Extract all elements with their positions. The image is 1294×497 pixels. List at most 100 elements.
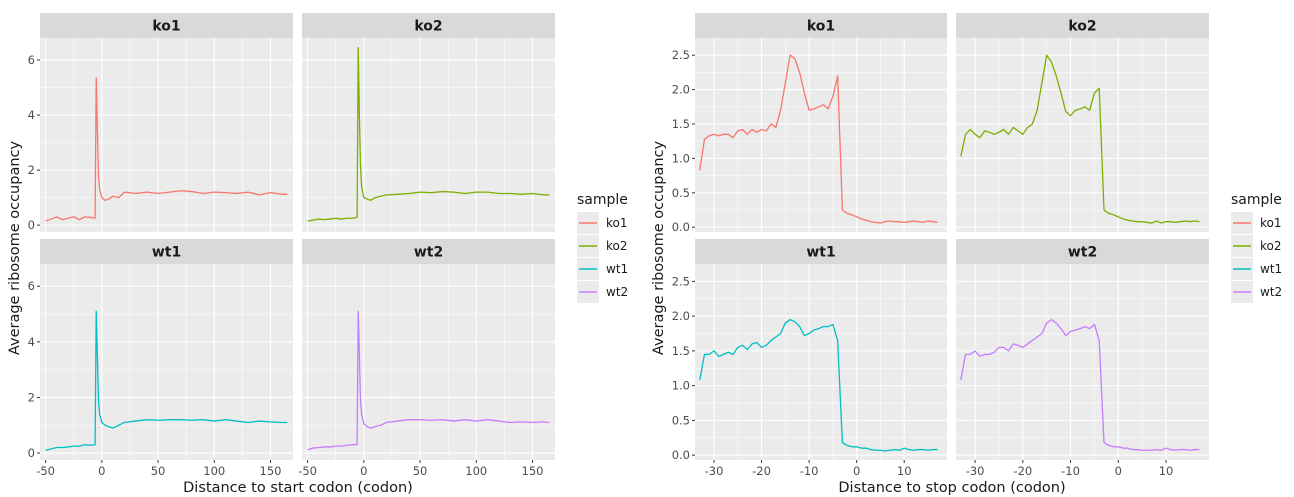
facet-panel-wt2: wt2 -50 0 50 100 150 <box>298 239 555 478</box>
facet-strip-label: ko2 <box>1068 19 1096 35</box>
plot-panel <box>40 38 293 232</box>
x-axis-title: Distance to start codon (codon) <box>183 480 413 496</box>
x-tick-label: 0 <box>360 464 367 478</box>
x-tick-label: 100 <box>203 464 225 478</box>
y-axis-title: Average ribosome occupancy <box>7 141 23 356</box>
series-line-wt1 <box>45 310 288 451</box>
facet-strip-label: wt1 <box>806 245 835 261</box>
legend: sample ko1 ko2 wt1 wt2 <box>1231 192 1282 303</box>
y-tick-label: 2.5 <box>672 48 690 62</box>
y-tick-label: 2.5 <box>672 274 690 288</box>
legend-label: wt2 <box>606 285 628 299</box>
y-tick-label: 0.0 <box>672 220 690 234</box>
facet-panel-ko2: ko2 <box>956 13 1209 232</box>
facet-strip-label: ko2 <box>414 19 442 35</box>
series-line-wt2 <box>960 318 1200 451</box>
legend-entry-wt2: wt2 <box>577 281 628 303</box>
facet-strip <box>956 239 1209 264</box>
legend-entry-wt1: wt1 <box>577 258 628 280</box>
y-tick-label: 2.0 <box>672 309 690 323</box>
facet-panel-ko2: ko2 <box>302 13 555 232</box>
y-tick-label: 1.0 <box>672 379 690 393</box>
legend-label: wt1 <box>606 262 628 276</box>
y-tick-label: 1.5 <box>672 117 690 131</box>
series-line-ko1 <box>699 54 938 224</box>
plot-panel <box>40 264 293 460</box>
x-tick-label: 150 <box>260 464 282 478</box>
y-tick-label: 0.5 <box>672 413 690 427</box>
legend-label: ko1 <box>606 216 628 230</box>
y-tick-label: 4 <box>28 108 35 122</box>
facet-panel-ko1: ko1 0 2 4 6 <box>28 13 293 232</box>
x-tick-label: -20 <box>1013 464 1032 478</box>
plot-panel <box>302 264 555 460</box>
legend-entry-wt2: wt2 <box>1231 281 1282 303</box>
x-tick-label: 10 <box>897 464 912 478</box>
y-tick-label: 0.0 <box>672 448 690 462</box>
x-tick-label: 0 <box>853 464 860 478</box>
legend-title: sample <box>577 192 628 208</box>
y-tick-label: 6 <box>28 279 35 293</box>
legend-label: wt1 <box>1260 262 1282 276</box>
y-tick-label: 1.5 <box>672 344 690 358</box>
y-tick-label: 1.0 <box>672 151 690 165</box>
x-tick-label: -50 <box>298 464 317 478</box>
x-tick-label: 50 <box>151 464 166 478</box>
facet-strip <box>40 13 293 38</box>
x-tick-label: 100 <box>465 464 487 478</box>
x-tick-label: -50 <box>36 464 55 478</box>
legend: sample ko1 ko2 wt1 wt2 <box>577 192 628 303</box>
facet-strip-label: ko1 <box>807 19 835 35</box>
facet-strip <box>695 239 947 264</box>
y-tick-label: 0 <box>28 446 35 460</box>
x-tick-label: 50 <box>413 464 428 478</box>
x-tick-label: 0 <box>98 464 105 478</box>
facet-strip <box>956 13 1209 38</box>
legend-entry-wt1: wt1 <box>1231 258 1282 280</box>
facet-strip-label: wt1 <box>152 245 181 261</box>
x-tick-label: -20 <box>752 464 771 478</box>
plot-panel <box>956 38 1209 232</box>
series-line-ko2 <box>960 54 1200 224</box>
y-axis-title: Average ribosome occupancy <box>651 141 667 356</box>
y-tick-label: 2 <box>28 163 35 177</box>
facet-strip <box>40 239 293 264</box>
legend-label: ko1 <box>1260 216 1282 230</box>
legend-entry-ko2: ko2 <box>1231 235 1282 257</box>
facet-strip-label: wt2 <box>1068 245 1097 261</box>
x-tick-label: -10 <box>800 464 819 478</box>
facet-strip-label: ko1 <box>152 19 180 35</box>
y-tick-label: 2 <box>28 390 35 404</box>
legend-label: ko2 <box>1260 239 1282 253</box>
legend-entry-ko1: ko1 <box>577 212 628 234</box>
plot-panel <box>695 38 947 232</box>
y-tick-label: 6 <box>28 53 35 67</box>
facet-panel-ko1: ko1 0.0 0.5 1.0 1.5 2.0 2.5 <box>672 13 947 234</box>
legend-title: sample <box>1231 192 1282 208</box>
series-line-wt2 <box>307 310 550 451</box>
x-tick-label: -30 <box>705 464 724 478</box>
series-line-ko1 <box>45 77 288 222</box>
y-tick-label: 2.0 <box>672 83 690 97</box>
facet-panel-wt2: wt2 -30 -20 -10 0 10 <box>956 239 1209 478</box>
legend-entry-ko1: ko1 <box>1231 212 1282 234</box>
x-tick-label: 10 <box>1159 464 1174 478</box>
plot-panel <box>695 264 947 460</box>
facet-strip <box>302 239 555 264</box>
facet-strip-label: wt2 <box>414 245 443 261</box>
y-tick-label: 0 <box>28 218 35 232</box>
facet-strip <box>302 13 555 38</box>
series-line-ko2 <box>307 46 550 222</box>
facet-strip <box>695 13 947 38</box>
x-axis-title: Distance to stop codon (codon) <box>838 480 1065 496</box>
legend-label: ko2 <box>606 239 628 253</box>
legend-label: wt2 <box>1260 285 1282 299</box>
facet-panel-wt1: wt1 0.0 0.5 1.0 1.5 2.0 2.5 -30 -20 -10 0 10 <box>672 239 947 478</box>
x-tick-label: -10 <box>1061 464 1080 478</box>
y-tick-label: 4 <box>28 335 35 349</box>
x-tick-label: 0 <box>1115 464 1122 478</box>
chart-2: ko1 0.0 0.5 1.0 1.5 2.0 2.5 ko2 wt1 0.0 0.5 1.0 1.5 2… <box>651 13 1282 496</box>
